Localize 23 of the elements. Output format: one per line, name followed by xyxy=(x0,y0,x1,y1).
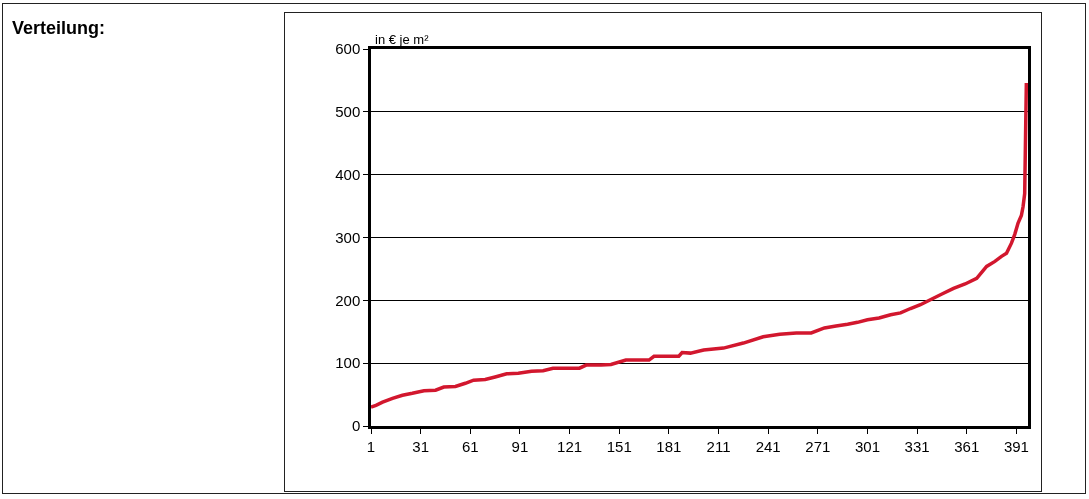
y-tick-label: 200 xyxy=(335,291,361,309)
x-tick-label: 331 xyxy=(904,437,930,455)
x-tick-label: 391 xyxy=(1003,437,1029,455)
x-tick-label: 241 xyxy=(755,437,781,455)
x-tick-label: 181 xyxy=(656,437,682,455)
x-tick-label: 61 xyxy=(461,437,479,455)
x-tick-label: 31 xyxy=(412,437,429,455)
x-tick-label: 1 xyxy=(366,437,376,455)
x-tick-label: 151 xyxy=(606,437,632,455)
x-tick-label: 301 xyxy=(854,437,880,455)
y-tick-label: 600 xyxy=(335,40,361,58)
y-tick-label: 500 xyxy=(335,103,361,121)
x-tick-label: 271 xyxy=(805,437,831,455)
x-tick-label: 211 xyxy=(706,437,731,455)
text: Verteilung: xyxy=(12,18,106,39)
x-tick-label: 361 xyxy=(954,437,980,455)
y-tick-label: 0 xyxy=(351,417,361,435)
y-tick-label: 300 xyxy=(335,228,361,246)
y-axis-title: in € je m² xyxy=(375,32,430,47)
x-tick-label: 121 xyxy=(557,437,583,455)
x-tick-label: 91 xyxy=(511,437,529,455)
y-tick-label: 400 xyxy=(335,165,361,183)
y-tick-label: 100 xyxy=(335,354,361,372)
